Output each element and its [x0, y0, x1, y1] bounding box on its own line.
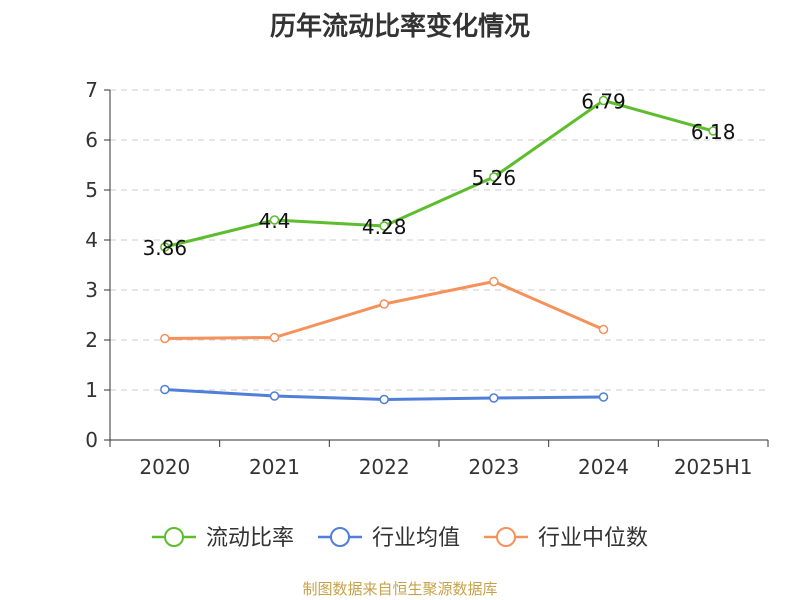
legend-label: 流动比率 — [206, 526, 294, 551]
data-point — [489, 172, 499, 182]
legend-item[interactable]: 流动比率 — [152, 526, 294, 551]
data-point — [160, 333, 170, 344]
data-point — [598, 95, 609, 106]
y-tick-label: 1 — [85, 378, 98, 402]
legend-label: 行业均值 — [372, 526, 460, 551]
data-label: 4.4 — [259, 209, 291, 233]
x-tick-label: 2022 — [359, 455, 410, 479]
data-point — [489, 393, 499, 403]
data-label: 6.79 — [581, 90, 626, 114]
y-tick-label: 6 — [85, 128, 98, 152]
x-tick-label: 2020 — [139, 455, 190, 479]
legend-marker — [164, 527, 184, 547]
y-tick-label: 7 — [85, 78, 98, 102]
data-label: 4.28 — [362, 215, 407, 239]
legend-label: 行业中位数 — [538, 526, 648, 551]
data-point — [160, 242, 170, 252]
y-tick-label: 0 — [85, 428, 98, 452]
data-label: 6.18 — [691, 120, 736, 144]
data-point — [379, 394, 389, 405]
legend[interactable]: 流动比率 行业均值 行业中位数 — [152, 526, 648, 551]
x-tick-label: 2025H1 — [674, 455, 753, 479]
y-tick-label: 4 — [85, 228, 98, 252]
series-line-2 — [164, 280, 605, 340]
data-label: 3.86 — [143, 236, 188, 260]
grid-lines — [110, 89, 768, 391]
y-tick-label: 2 — [85, 328, 98, 352]
data-point — [598, 392, 609, 402]
legend-marker — [496, 527, 516, 547]
series-line-0 — [164, 99, 714, 249]
source-note: 制图数据来自恒生聚源数据库 — [302, 580, 498, 598]
legend-item[interactable]: 行业均值 — [318, 526, 460, 551]
y-tick-label: 3 — [85, 278, 98, 302]
data-point — [708, 126, 718, 136]
data-point — [379, 299, 389, 309]
axes: 0 1 2 3 4 5 6 7 2020 2021 2022 2023 2024 2025H1 — [85, 78, 769, 479]
data-point — [379, 221, 389, 231]
chart-title: 历年流动比率变化情况 — [269, 12, 530, 42]
series-layer: 3.86 4.4 4.28 5.26 6.79 6.18 — [143, 90, 736, 405]
data-point — [269, 332, 280, 343]
x-tick-label: 2021 — [249, 455, 300, 479]
x-tick-label: 2023 — [468, 455, 519, 479]
x-tick-label: 2024 — [578, 455, 629, 479]
data-point — [598, 324, 609, 335]
data-label: 5.26 — [472, 166, 517, 190]
data-point — [489, 276, 499, 287]
data-point — [160, 384, 170, 395]
legend-marker — [330, 527, 350, 547]
legend-item[interactable]: 行业中位数 — [484, 526, 648, 551]
data-point — [269, 391, 280, 401]
y-tick-label: 5 — [85, 178, 98, 202]
data-point — [269, 215, 280, 225]
